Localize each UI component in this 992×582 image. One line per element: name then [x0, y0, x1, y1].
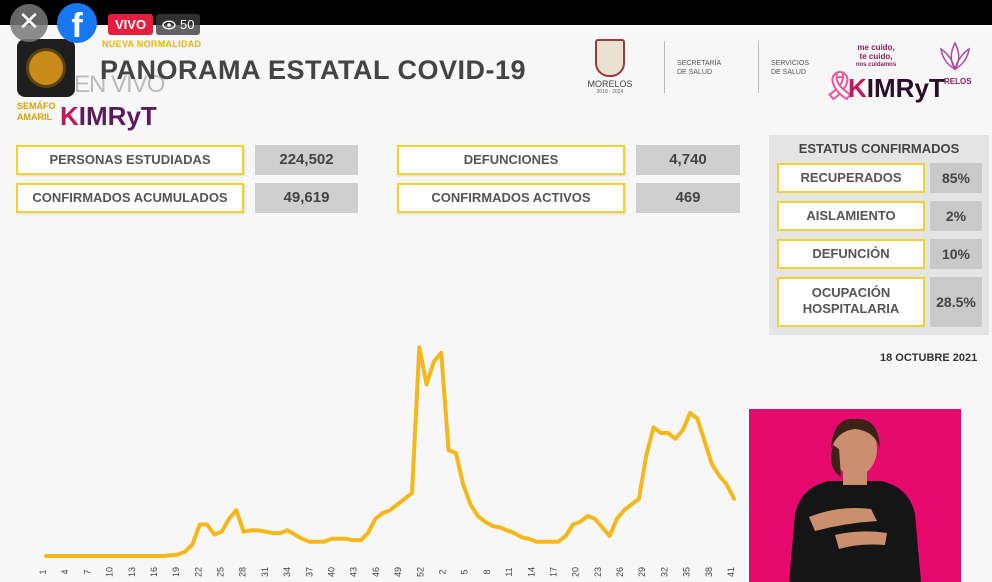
eye-icon	[162, 20, 176, 29]
status-defuncion-value: 10%	[930, 239, 982, 269]
x-tick-label: 17	[549, 567, 559, 577]
status-ocupacion-label: OCUPACIÓN HOSPITALARIA	[777, 277, 925, 327]
covid-cases-line-chart: 1 4 7 10 13 16 19 22 25 28 31 34 37 40 43 46 49 52 2 5 8 11 14…	[38, 345, 736, 577]
personas-estudiadas-value: 224,502	[255, 145, 358, 175]
x-tick-label: 46	[371, 567, 381, 577]
x-tick-label: 8	[482, 569, 492, 574]
x-tick-label: 16	[149, 567, 159, 577]
lotus-icon	[940, 41, 970, 71]
status-recuperados-label: RECUPERADOS	[777, 163, 925, 193]
x-tick-label: 25	[216, 567, 226, 577]
morelos-logo: MORELOS 2018 - 2024	[584, 39, 636, 95]
close-icon[interactable]: ✕	[10, 4, 48, 42]
status-ocupacion-value: 28.5%	[930, 277, 982, 327]
x-tick-label: 49	[393, 567, 403, 577]
x-tick-label: 1	[38, 569, 48, 574]
confirmados-activos-value: 469	[636, 183, 740, 213]
servicios-line2: DE SALUD	[771, 69, 807, 76]
defunciones-value: 4,740	[636, 145, 740, 175]
semaforo-icon	[17, 39, 75, 97]
live-badge: VIVO	[108, 14, 154, 35]
personas-estudiadas-label: PERSONAS ESTUDIADAS	[16, 145, 244, 175]
secretaria-logo: SECRETARÍA DE SALUD	[677, 59, 721, 77]
defunciones-label: DEFUNCIONES	[397, 145, 625, 175]
secretaria-line1: SECRETARÍA	[677, 60, 722, 67]
x-tick-label: 41	[726, 567, 736, 577]
status-ocupacion-line2: HOSPITALARIA	[802, 301, 900, 316]
video-frame[interactable]: SEMÁFO AMARIL NUEVA NORMALIDAD EN VIVO K…	[0, 25, 992, 582]
x-tick-label: 11	[504, 567, 514, 576]
secretaria-line2: DE SALUD	[677, 69, 713, 76]
viewer-count-badge: 50	[156, 14, 201, 35]
live-overlay-bar: ✕ f VIVO 50	[0, 0, 992, 48]
x-tick-label: 40	[327, 567, 337, 577]
x-tick-label: 43	[349, 567, 359, 577]
morelos-years: 2018 - 2024	[596, 89, 624, 95]
interpreter-figure	[789, 418, 921, 582]
semaforo-label-line1: SEMÁFO	[17, 101, 56, 111]
logo-divider	[664, 41, 665, 93]
imryt-logo-text: IMRyT	[78, 101, 157, 131]
x-tick-label: 28	[238, 567, 248, 577]
imryt-logo: KIMRyT	[60, 101, 157, 132]
x-tick-label: 19	[171, 567, 181, 577]
status-aislamiento-label: AISLAMIENTO	[777, 201, 925, 231]
x-tick-label: 5	[460, 569, 470, 574]
x-tick-label: 52	[415, 567, 425, 577]
servicios-line1: SERVICIOS	[771, 60, 809, 67]
slogan-line1: me cuido,	[857, 43, 895, 52]
confirmados-acumulados-label: CONFIRMADOS ACUMULADOS	[16, 183, 244, 213]
x-tick-label: 10	[105, 567, 115, 577]
status-ocupacion-line1: OCUPACIÓN	[811, 285, 891, 300]
status-title: ESTATUS CONFIRMADOS	[798, 141, 960, 156]
imryt-logo-right-text: IMRyT	[866, 73, 945, 103]
semaforo-label: SEMÁFO AMARIL	[17, 101, 56, 123]
x-tick-label: 23	[593, 567, 603, 577]
page-title: PANORAMA ESTATAL COVID-19	[100, 55, 527, 85]
x-tick-label: 37	[304, 567, 314, 577]
status-defuncion-label: DEFUNCIÓN	[777, 239, 925, 269]
pink-ribbon-icon: 🎗	[822, 69, 858, 102]
status-aislamiento-value: 2%	[930, 201, 982, 231]
logo-divider	[758, 41, 759, 93]
x-tick-label: 22	[193, 567, 203, 577]
x-tick-label: 20	[571, 567, 581, 577]
status-recuperados-value: 85%	[930, 163, 982, 193]
shield-icon	[595, 39, 625, 77]
x-tick-label: 34	[282, 567, 292, 577]
x-tick-label: 26	[615, 567, 625, 577]
relos-label: RELOS	[944, 77, 972, 86]
x-tick-label: 38	[704, 567, 714, 577]
sign-language-interpreter-video	[749, 409, 961, 582]
x-tick-label: 13	[127, 567, 137, 577]
slogan: me cuido, te cuido, nos cuidamos	[848, 43, 904, 70]
x-tick-label: 7	[82, 569, 92, 574]
imryt-logo-right: KIMRyT	[848, 73, 945, 104]
imryt-logo-right-mark: K	[848, 73, 867, 103]
x-tick-label: 35	[682, 567, 692, 577]
servicios-logo: SERVICIOS DE SALUD	[771, 59, 809, 77]
en-vivo-watermark: EN VIVO	[74, 71, 165, 98]
x-tick-label: 31	[260, 567, 270, 577]
x-tick-label: 32	[659, 567, 669, 577]
x-tick-label: 14	[526, 567, 536, 577]
confirmados-acumulados-value: 49,619	[255, 183, 358, 213]
confirmados-activos-label: CONFIRMADOS ACTIVOS	[397, 183, 625, 213]
slogan-line2: te cuido,	[859, 52, 893, 61]
x-tick-label: 29	[637, 567, 647, 577]
series-line	[44, 345, 736, 558]
imryt-logo-mark: K	[60, 101, 79, 131]
report-date: 18 OCTUBRE 2021	[880, 352, 978, 364]
facebook-logo-icon[interactable]: f	[57, 3, 97, 43]
semaforo-label-line2: AMARIL	[17, 112, 52, 122]
slogan-line3: nos cuidamos	[855, 62, 897, 68]
status-panel: ESTATUS CONFIRMADOS RECUPERADOS 85% AISL…	[769, 135, 989, 335]
viewer-count: 50	[180, 17, 195, 32]
x-tick-label: 4	[60, 569, 70, 574]
x-tick-label: 2	[438, 569, 448, 574]
nueva-normalidad-tag: NUEVA NORMALIDAD	[102, 39, 202, 49]
morelos-name: MORELOS	[587, 79, 633, 89]
